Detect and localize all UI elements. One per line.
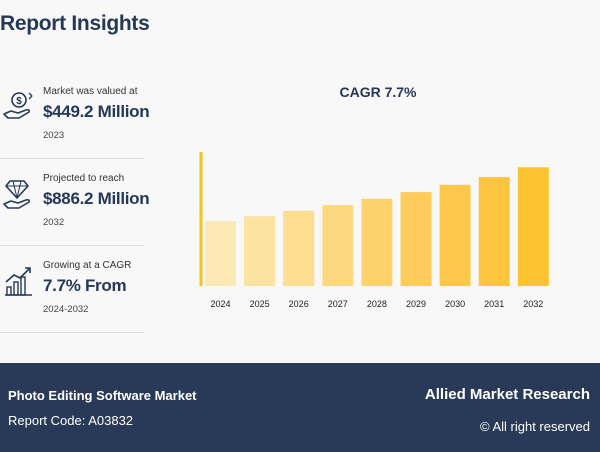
x-tick-label: 2030 [445, 299, 465, 309]
x-tick-label: 2028 [367, 299, 387, 309]
x-tick-label: 2031 [484, 299, 504, 309]
svg-text:$: $ [16, 96, 22, 107]
stats-panel: $ Market was valued at $449.2 Million 20… [0, 72, 150, 333]
bar-2024 [205, 221, 236, 286]
x-tick-label: 2032 [523, 299, 543, 309]
x-tick-label: 2024 [210, 299, 230, 309]
bar-2029 [400, 192, 432, 286]
x-tick-label: 2027 [328, 299, 348, 309]
stat-value: 7.7% From [43, 276, 127, 295]
bar-2026 [283, 210, 315, 286]
diamond-hand-icon [3, 180, 30, 209]
x-tick-label: 2029 [406, 299, 426, 309]
bar-chart: 2024 2025 2026 2027 2028 2029 2030 2031 2032 [199, 152, 549, 309]
bar-2028 [361, 198, 393, 286]
money-hand-icon: $ [3, 92, 33, 119]
x-tick-label: 2026 [289, 299, 309, 309]
footer-report-code: Report Code: A03832 [8, 413, 134, 428]
footer: Photo Editing Software Market Report Cod… [0, 363, 600, 452]
bar-2032 [517, 167, 549, 286]
stat-market-value: $ Market was valued at $449.2 Million 20… [0, 72, 150, 159]
stat-year: 2024-2032 [43, 304, 89, 315]
x-tick-label: 2025 [250, 299, 270, 309]
stat-label: Growing at a CAGR [43, 260, 132, 271]
stat-cagr: Growing at a CAGR 7.7% From 2024-2032 [0, 246, 144, 333]
stat-label: Projected to reach [43, 173, 125, 184]
stat-year: 2023 [43, 130, 65, 141]
chart-title: CAGR 7.7% [339, 84, 417, 100]
bar-2025 [244, 216, 276, 286]
stat-value: $449.2 Million [43, 102, 150, 121]
stat-label: Market was valued at [43, 86, 138, 97]
stat-value: $886.2 Million [43, 189, 150, 208]
stat-projected-value: Projected to reach $886.2 Million 2032 [0, 159, 150, 246]
footer-market-name: Photo Editing Software Market [8, 388, 197, 403]
bar-2030 [439, 184, 471, 286]
footer-brand: Allied Market Research [424, 386, 590, 403]
stat-year: 2032 [43, 217, 65, 228]
bar-2031 [478, 177, 510, 286]
footer-copyright: © All right reserved [479, 419, 590, 434]
page-title: Report Insights [0, 12, 150, 35]
growth-chart-icon [5, 267, 32, 296]
bar-2027 [322, 205, 354, 286]
